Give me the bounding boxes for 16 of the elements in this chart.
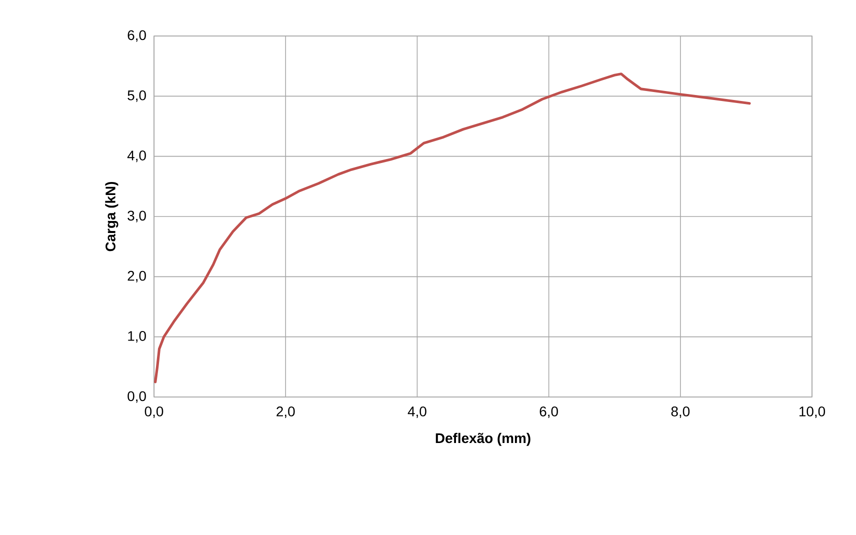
y-axis-title: Carga (kN) xyxy=(105,182,118,252)
x-tick-label: 10,0 xyxy=(800,406,826,418)
y-tick-label: 3,0 xyxy=(128,210,146,222)
y-tick-label: 2,0 xyxy=(128,270,146,282)
x-tick-label: 2,0 xyxy=(276,406,295,418)
x-tick-label: 6,0 xyxy=(540,406,558,418)
x-axis-title: Deflexão (mm) xyxy=(436,432,530,446)
x-tick-label: 8,0 xyxy=(671,406,690,418)
y-tick-label: 0,0 xyxy=(128,391,146,403)
x-tick-label: 0,0 xyxy=(144,406,164,418)
line-series xyxy=(154,72,751,384)
y-tick-label: 1,0 xyxy=(128,331,146,343)
y-tick-label: 4,0 xyxy=(127,150,146,162)
y-tick-label: 6,0 xyxy=(128,30,146,42)
x-tick-label: 4,0 xyxy=(408,406,426,418)
y-tick-label: 5,0 xyxy=(128,90,146,102)
